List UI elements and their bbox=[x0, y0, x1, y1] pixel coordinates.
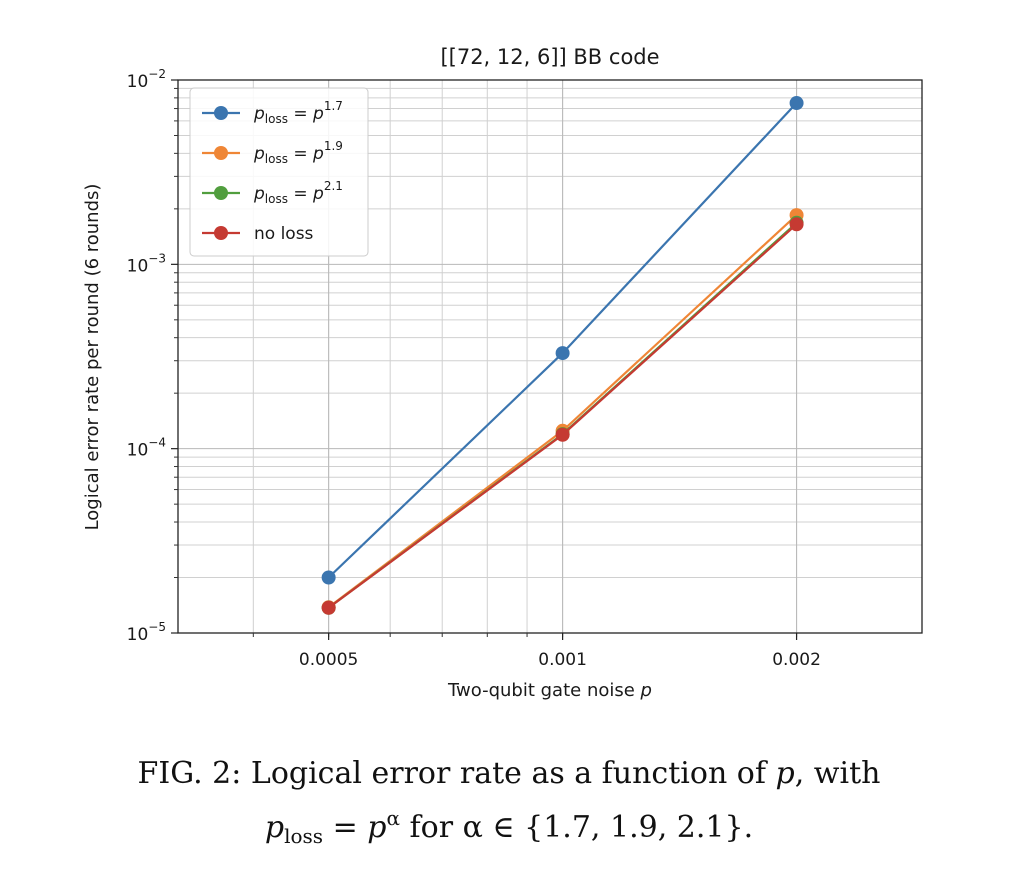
caption-fig-label: FIG. 2: Logical error rate as a function… bbox=[137, 756, 766, 791]
data-point bbox=[789, 96, 804, 111]
x-tick-label: 0.0005 bbox=[299, 650, 358, 670]
ticks-layer: 10−5 10−4 10−3 10−2 0.0005 0.001 0.002 bbox=[127, 67, 821, 670]
caption-for: for bbox=[400, 810, 463, 845]
caption-p-alpha-base: p bbox=[367, 810, 387, 845]
caption-p-loss-base: p bbox=[264, 810, 285, 845]
legend-label: ploss = p1.9 bbox=[253, 139, 343, 166]
caption-line1-end: , with bbox=[794, 756, 881, 791]
caption-var-p: p bbox=[775, 756, 795, 791]
y-tick-label: 10−2 bbox=[127, 67, 166, 92]
legend: ploss = p1.7 ploss = p1.9 ploss = p2.1 no l… bbox=[189, 87, 369, 257]
x-axis-label: Two-qubit gate noise p bbox=[447, 680, 652, 701]
caption-p-loss-sub: loss bbox=[284, 824, 324, 848]
series-layer bbox=[321, 96, 804, 615]
data-point bbox=[321, 570, 336, 585]
y-tick-label: 10−5 bbox=[127, 620, 166, 645]
legend-swatch-marker bbox=[214, 106, 228, 120]
legend-swatch-marker bbox=[214, 146, 228, 160]
x-tick-label: 0.001 bbox=[538, 650, 587, 670]
axes-frame bbox=[177, 79, 923, 634]
caption-set: α ∈ {1.7, 1.9, 2.1}. bbox=[462, 810, 754, 845]
data-point bbox=[321, 600, 336, 615]
legend-swatch-marker bbox=[214, 186, 228, 200]
figure-caption: FIG. 2: Logical error rate as a function… bbox=[0, 752, 1018, 858]
y-axis-label: Logical error rate per round (6 rounds) bbox=[82, 184, 103, 531]
y-tick-label: 10−4 bbox=[127, 436, 166, 461]
caption-eq: = bbox=[323, 810, 368, 845]
caption-alpha: α bbox=[386, 806, 401, 830]
chart: 10−5 10−4 10−3 10−2 0.0005 0.001 0.002 [[72, 1… bbox=[82, 45, 923, 701]
y-tick-label: 10−3 bbox=[127, 251, 166, 276]
legend-swatch-marker bbox=[214, 226, 228, 240]
legend-box bbox=[189, 87, 369, 257]
caption-line-1: FIG. 2: Logical error rate as a function… bbox=[0, 752, 1018, 796]
data-point bbox=[555, 427, 570, 442]
legend-label: ploss = p1.7 bbox=[253, 99, 343, 126]
data-point bbox=[789, 217, 804, 232]
chart-title: [[72, 12, 6]] BB code bbox=[440, 45, 659, 69]
legend-label: ploss = p2.1 bbox=[253, 179, 343, 206]
data-point bbox=[555, 346, 570, 361]
caption-line-2: ploss = pα for α ∈ {1.7, 1.9, 2.1}. bbox=[0, 796, 1018, 858]
legend-label: no loss bbox=[254, 224, 314, 244]
x-tick-label: 0.002 bbox=[772, 650, 821, 670]
